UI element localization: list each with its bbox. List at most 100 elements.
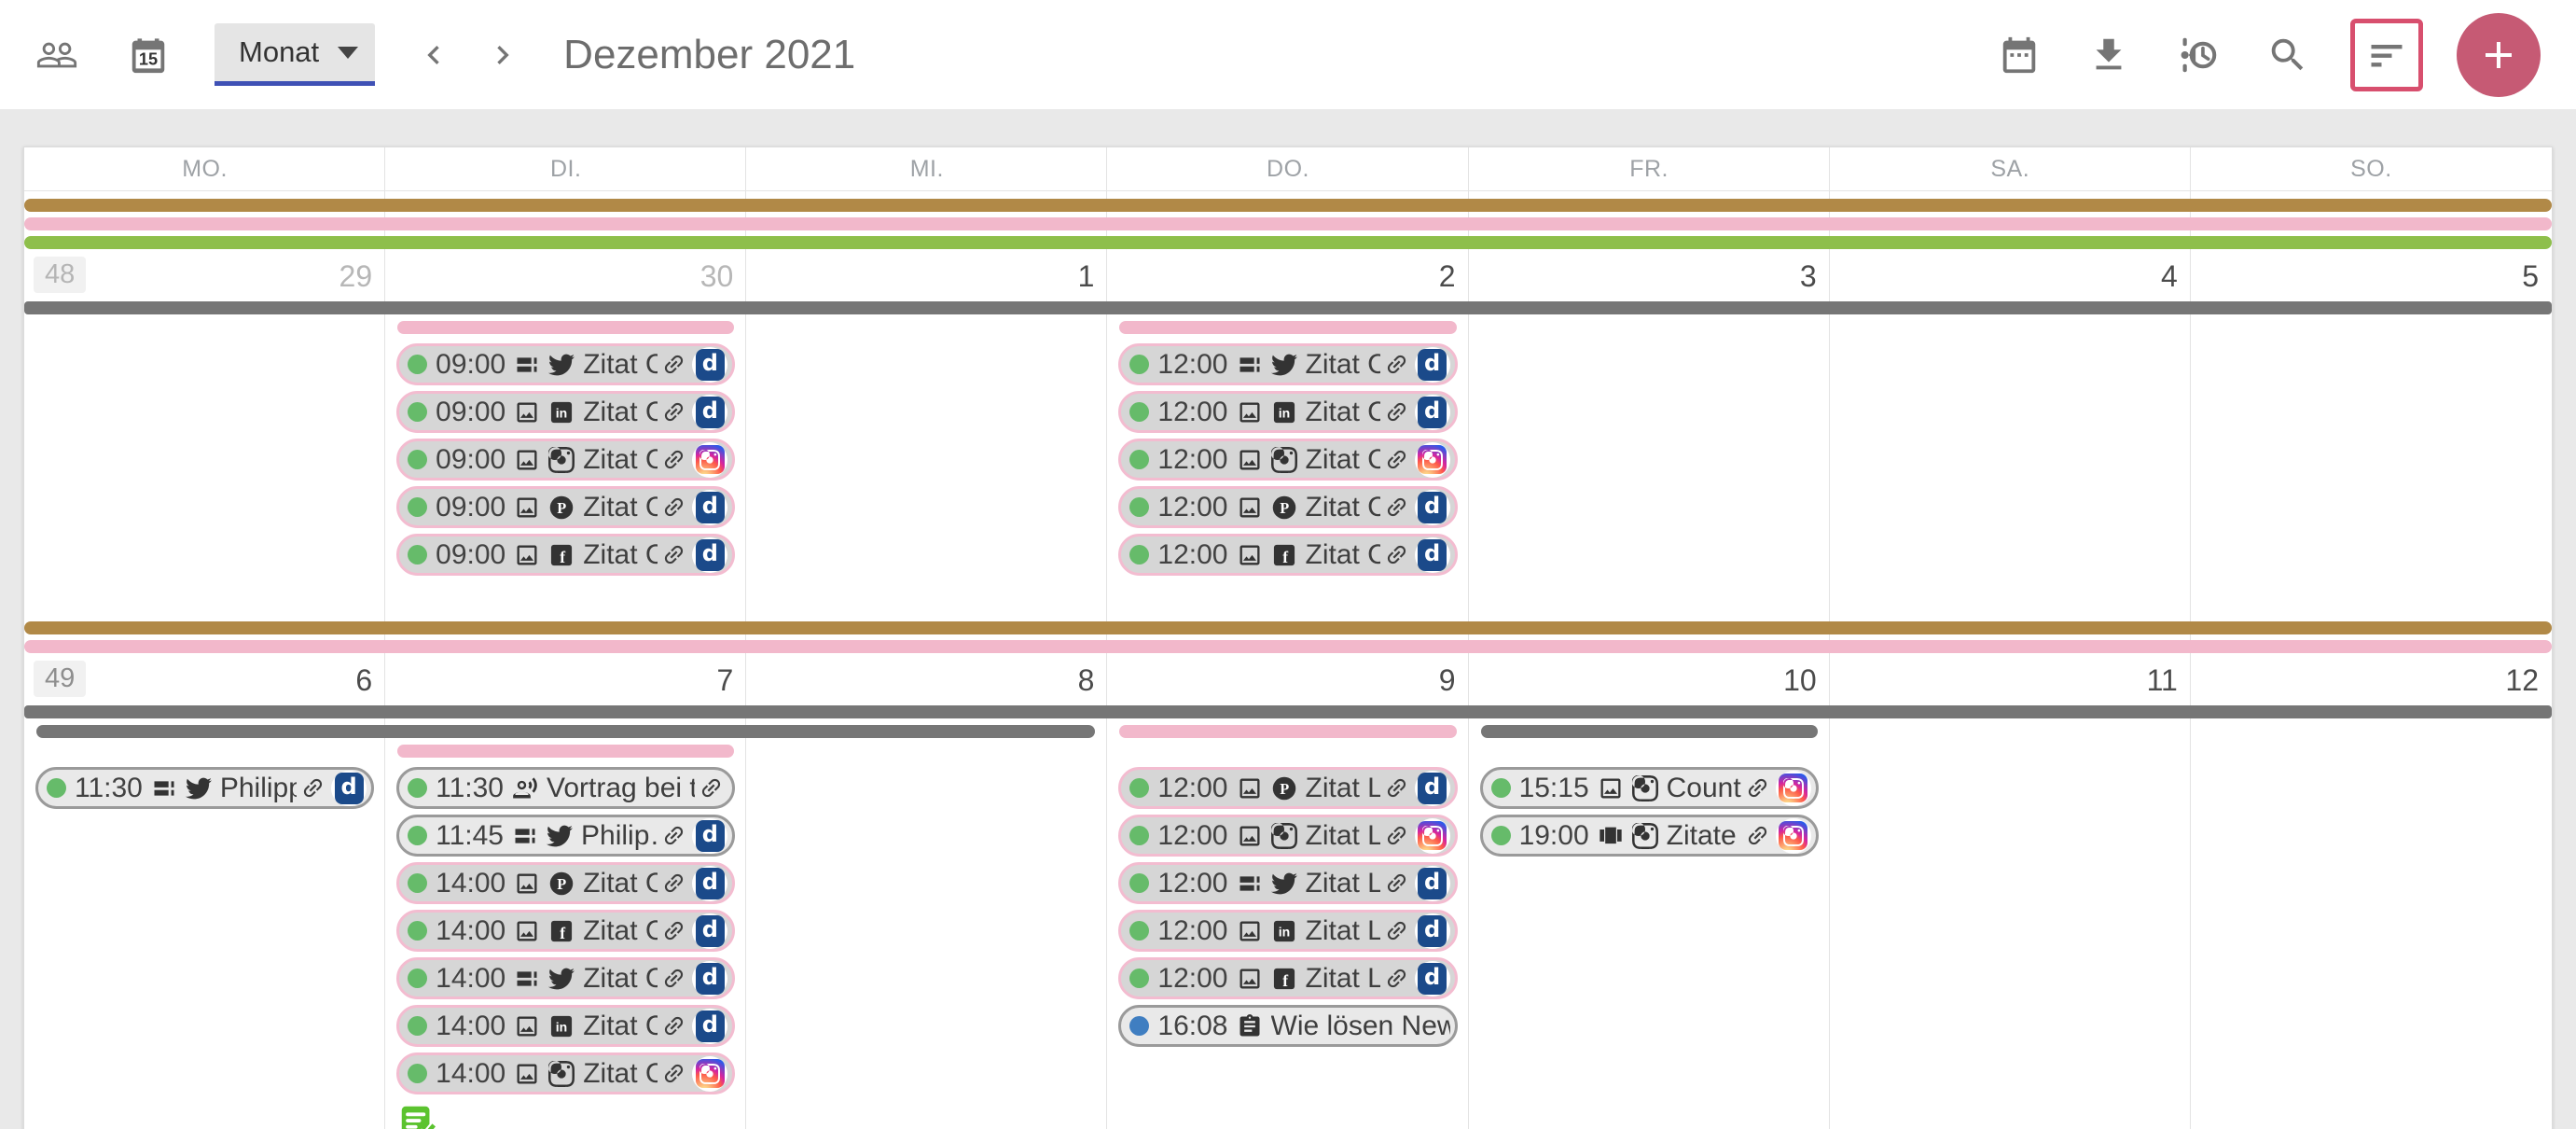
day-cell[interactable]: 11:30 Vortrag bei t… 11:45 Philip… d 14:00 P Zi… xyxy=(385,767,746,1129)
people-icon[interactable] xyxy=(35,34,78,77)
download-icon[interactable] xyxy=(2087,34,2130,77)
event-pill[interactable]: 12:00 Zitat L… xyxy=(1118,815,1458,857)
event-pill[interactable]: 09:00 in Zitat C… d xyxy=(396,391,736,433)
event-pill[interactable]: 12:00 P Zitat C… d xyxy=(1118,486,1458,528)
range-bar[interactable] xyxy=(1119,321,1457,334)
event-pill[interactable]: 12:00 in Zitat L… d xyxy=(1118,910,1458,952)
event-title: Zitat L… xyxy=(1305,819,1380,851)
previous-month-button[interactable] xyxy=(412,34,455,77)
range-bar-row xyxy=(24,705,2552,718)
event-pill[interactable]: 11:45 Philip… d xyxy=(396,815,736,857)
event-pill[interactable]: 12:00 Zitat L… d xyxy=(1118,862,1458,904)
event-pill[interactable]: 14:00 in Zitat C… d xyxy=(396,1005,736,1047)
event-time: 12:00 xyxy=(1157,443,1228,475)
instagram-icon xyxy=(1270,446,1297,473)
date-cell[interactable]: 10 xyxy=(1783,663,1817,697)
event-title: Zitat L… xyxy=(1305,914,1380,946)
search-icon[interactable] xyxy=(2266,34,2309,77)
event-pill[interactable]: 12:00 f Zitat L… d xyxy=(1118,957,1458,999)
image-icon xyxy=(514,1013,540,1039)
status-dot xyxy=(408,1016,428,1036)
event-pill[interactable]: 14:00 Zitat C… xyxy=(396,1052,736,1094)
event-pill[interactable]: 16:08 Wie lösen New… xyxy=(1118,1005,1458,1047)
pinterest-icon: P xyxy=(548,871,575,897)
day-cell[interactable]: 12:00 P Zitat L… d 12:00 Zitat L… 12:00 Zitat L… xyxy=(1107,767,1468,1052)
instagram-badge xyxy=(692,441,728,478)
event-pill[interactable]: 09:00 Zitat C… xyxy=(396,439,736,481)
account-badge-d: d xyxy=(692,1008,728,1044)
date-cell[interactable]: 4 xyxy=(2161,259,2178,293)
event-pill[interactable]: 12:00 f Zitat C… d xyxy=(1118,534,1458,576)
event-pill[interactable]: 11:30 Philipp… d xyxy=(35,767,375,809)
event-pill[interactable]: 12:00 Zitat C… xyxy=(1118,439,1458,481)
date-cell[interactable]: 30 xyxy=(699,259,734,293)
range-bar[interactable] xyxy=(1119,725,1457,738)
range-bar[interactable] xyxy=(36,725,1096,738)
date-cell[interactable]: 5 xyxy=(2522,259,2539,293)
range-bar[interactable] xyxy=(397,745,735,758)
date-cell[interactable]: 9 xyxy=(1438,663,1456,697)
date-cell[interactable]: 2 xyxy=(1438,259,1456,293)
range-bar[interactable] xyxy=(24,301,2552,314)
event-title: Zitat C… xyxy=(583,1010,658,1041)
date-cell[interactable]: 3 xyxy=(1799,259,1817,293)
calendar-icon[interactable] xyxy=(1998,34,2041,77)
series-bar[interactable] xyxy=(24,621,2552,634)
event-pill[interactable]: 15:15 Count… xyxy=(1479,767,1819,809)
series-bar[interactable] xyxy=(24,236,2552,249)
day-cell[interactable]: 12:00 Zitat C… d 12:00 in Zitat C… d 12:00 Zitat… xyxy=(1107,343,1468,581)
event-pill[interactable]: 12:00 in Zitat C… d xyxy=(1118,391,1458,433)
range-bar-row xyxy=(24,321,2552,334)
status-dot xyxy=(1129,545,1150,564)
series-bar[interactable] xyxy=(24,217,2552,230)
day-cell[interactable]: 15:15 Count… 19:00 Zitate … xyxy=(1469,767,1830,862)
instagram-badge xyxy=(1414,441,1450,478)
range-bar[interactable] xyxy=(397,321,735,334)
svg-text:f: f xyxy=(1282,971,1288,990)
day-cell[interactable]: 11:30 Philipp… d xyxy=(24,767,385,815)
event-pill[interactable]: 09:00 f Zitat C… d xyxy=(396,534,736,576)
link-icon xyxy=(1384,823,1409,848)
event-pill[interactable]: 19:00 Zitate … xyxy=(1479,815,1819,857)
view-select[interactable]: Monat xyxy=(215,23,376,86)
date-cell[interactable]: 29 xyxy=(339,259,373,293)
link-icon xyxy=(661,399,686,425)
event-pill[interactable]: 09:00 P Zitat C… d xyxy=(396,486,736,528)
status-dot xyxy=(408,545,428,564)
date-cell[interactable]: 6 xyxy=(355,663,373,697)
plus-icon xyxy=(2486,41,2512,68)
next-month-button[interactable] xyxy=(481,34,524,77)
date-cell[interactable]: 1 xyxy=(1077,259,1095,293)
event-pill[interactable]: 12:00 Zitat C… d xyxy=(1118,343,1458,385)
event-title: Zitat C… xyxy=(583,396,658,427)
date-cell[interactable]: 7 xyxy=(716,663,734,697)
add-post-button[interactable] xyxy=(2457,12,2541,97)
status-dot xyxy=(1129,826,1150,845)
date-cell[interactable]: 12 xyxy=(2505,663,2539,697)
event-pill[interactable]: 14:00 f Zitat C… d xyxy=(396,910,736,952)
calendar-day-icon[interactable]: 15 xyxy=(127,34,170,77)
event-pill[interactable]: 11:30 Vortrag bei t… xyxy=(396,767,736,809)
carousel-icon xyxy=(1598,823,1624,849)
date-cell[interactable]: 11 xyxy=(2146,663,2178,697)
event-title: Count… xyxy=(1666,772,1741,803)
schedule-history-icon[interactable] xyxy=(2177,34,2220,77)
day-cell[interactable]: 09:00 Zitat C… d 09:00 in Zitat C… d 09:00 Zitat… xyxy=(385,343,746,581)
event-pill[interactable]: 12:00 P Zitat L… d xyxy=(1118,767,1458,809)
filter-button[interactable] xyxy=(2350,18,2423,91)
series-bar[interactable] xyxy=(24,199,2552,212)
pinterest-icon: P xyxy=(1271,775,1297,801)
notes-check-icon[interactable] xyxy=(396,1100,439,1129)
series-bar[interactable] xyxy=(24,640,2552,653)
date-cell[interactable]: 8 xyxy=(1077,663,1095,697)
day-header-row: MO. DI. MI. DO. FR. SA. SO. xyxy=(24,147,2552,191)
event-pill[interactable]: 14:00 Zitat C… d xyxy=(396,957,736,999)
range-bar[interactable] xyxy=(24,705,2552,718)
event-pill[interactable]: 14:00 P Zitat C… d xyxy=(396,862,736,904)
range-bar[interactable] xyxy=(1480,725,1818,738)
event-pill[interactable]: 09:00 Zitat C… d xyxy=(396,343,736,385)
image-icon xyxy=(1237,966,1263,992)
instagram-icon xyxy=(1631,774,1658,801)
event-title: Zitat L… xyxy=(1305,772,1380,803)
